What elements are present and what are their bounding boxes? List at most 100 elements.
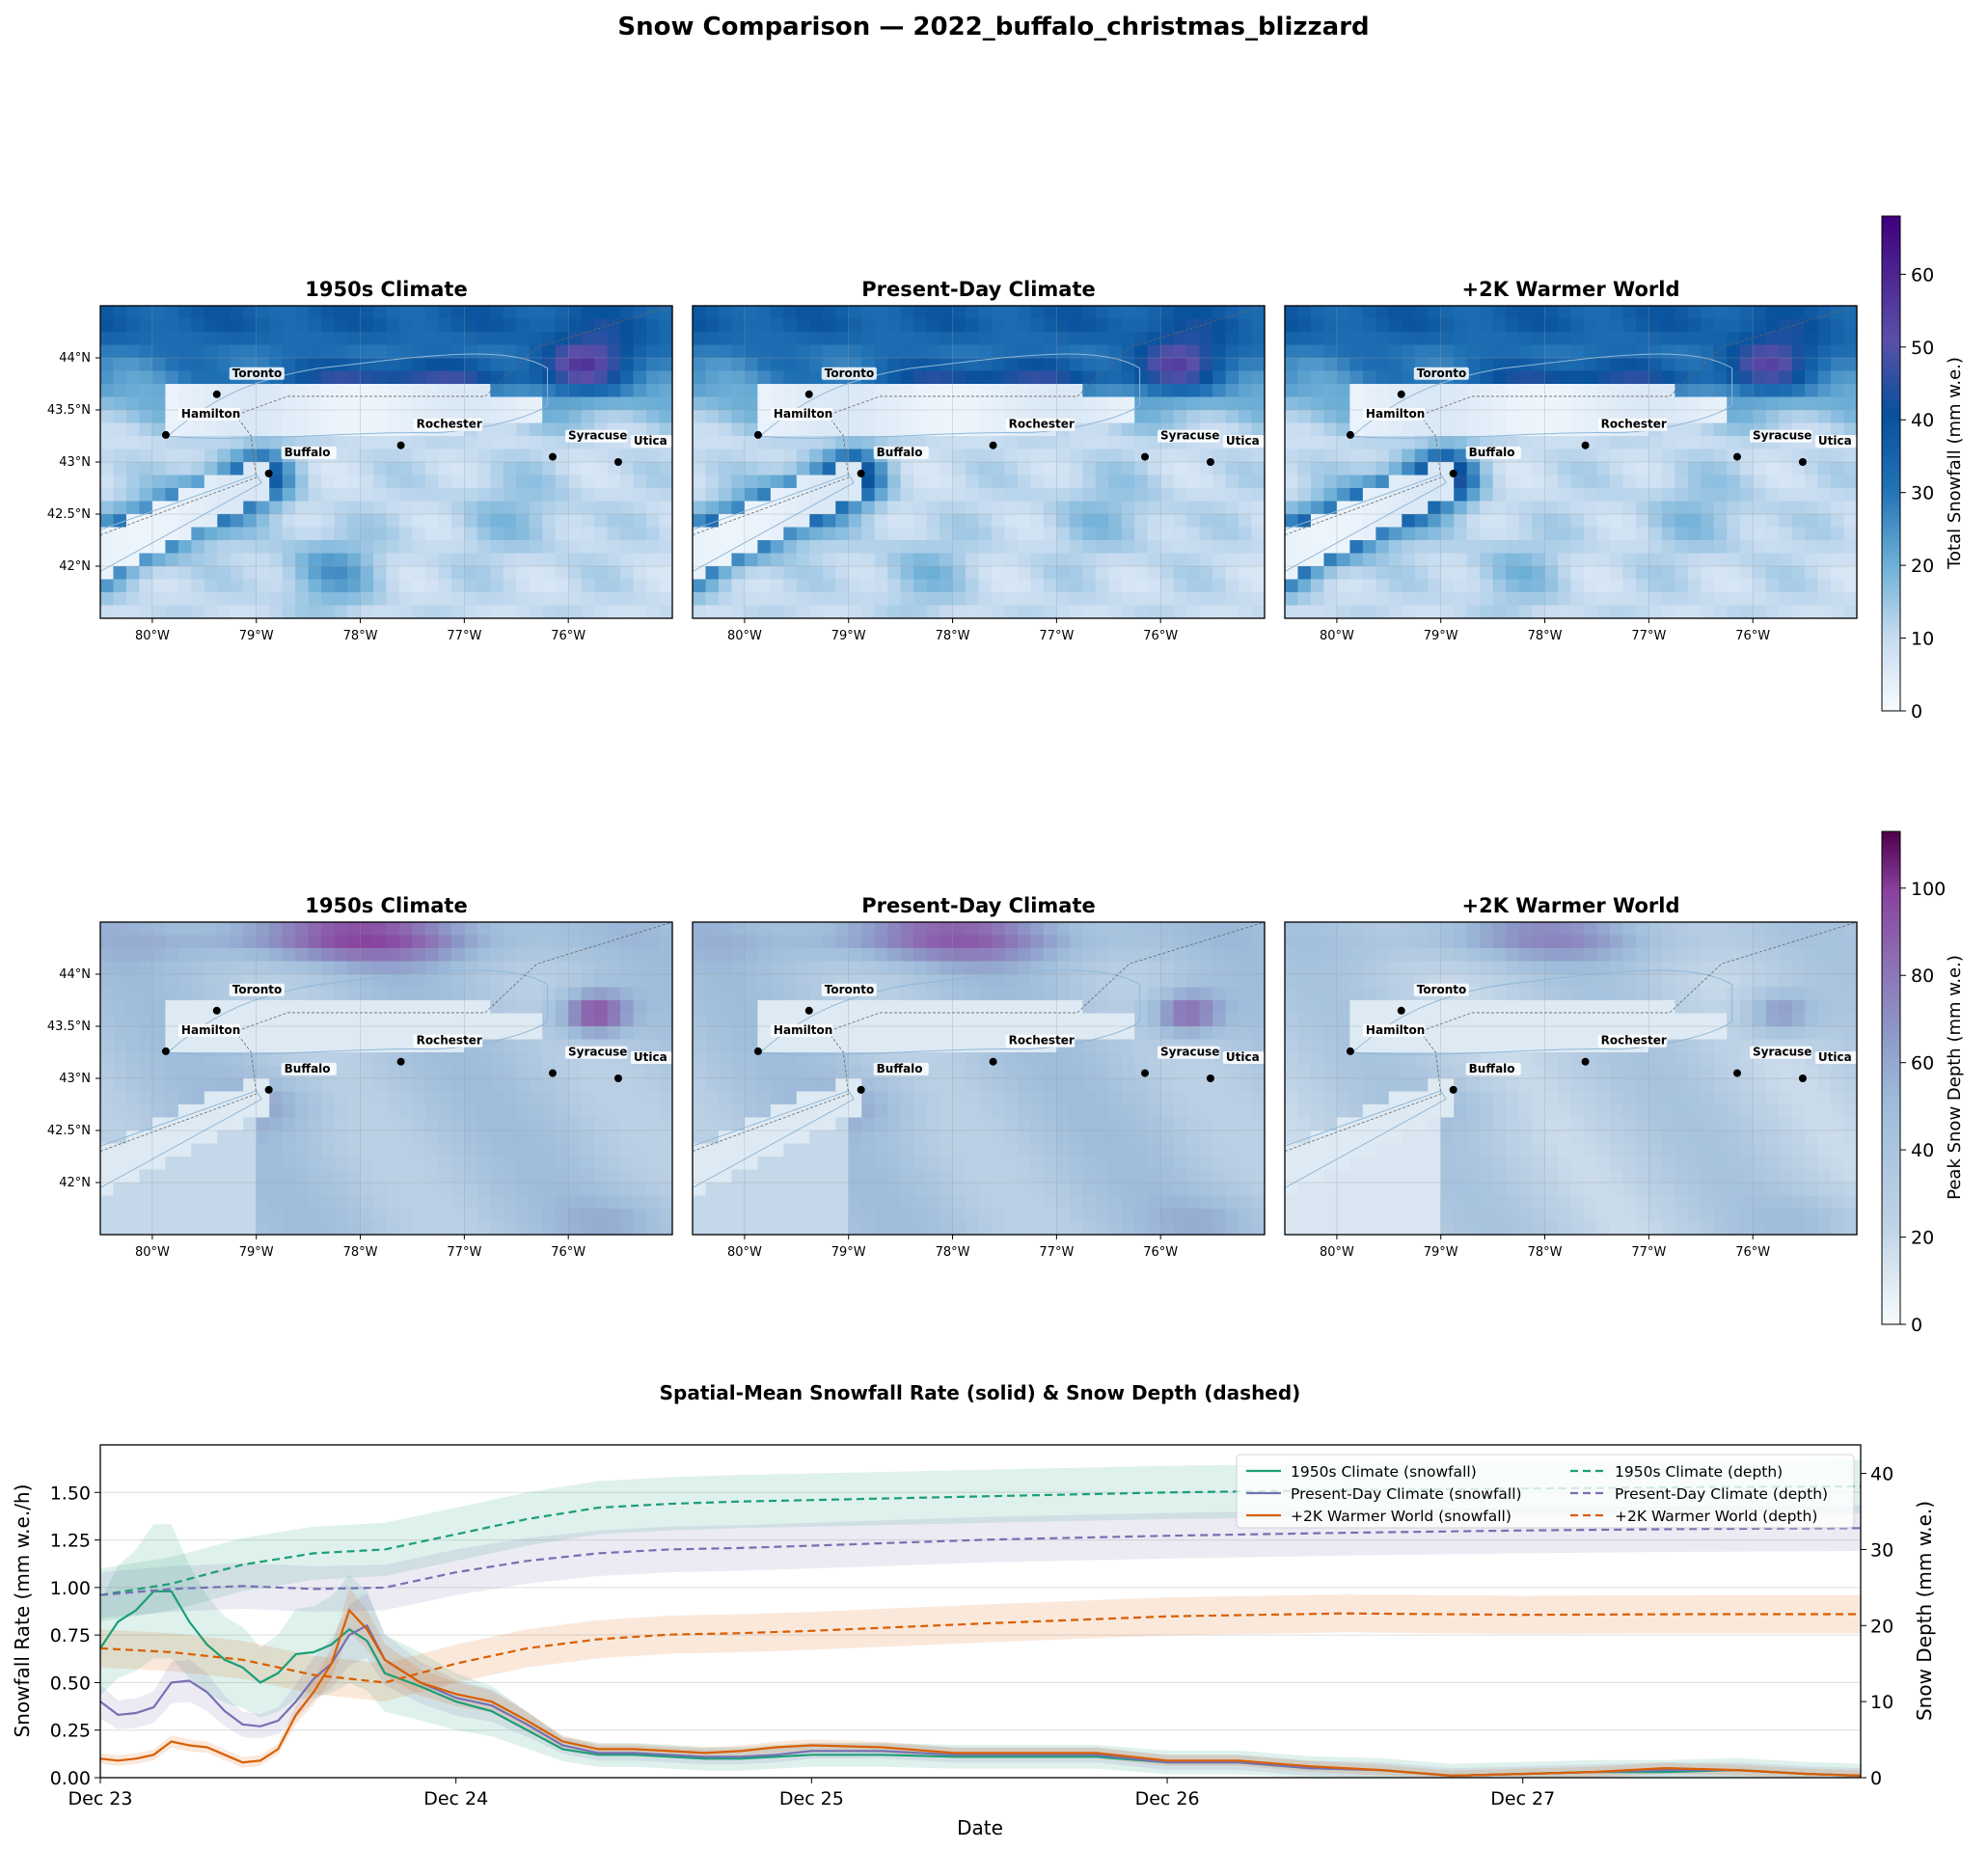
city-label-box bbox=[1157, 1046, 1220, 1059]
lat-tick-label: 42°N bbox=[59, 1176, 91, 1190]
legend-entry: Present-Day Climate (snowfall) bbox=[1291, 1485, 1522, 1503]
city-label-box bbox=[1362, 407, 1426, 421]
lat-tick-label: 43°N bbox=[59, 1072, 91, 1086]
city-label-box bbox=[1005, 1034, 1076, 1047]
city-label-box bbox=[1750, 429, 1812, 443]
us-canada-border bbox=[99, 305, 673, 535]
colorbar-tick-label: 40 bbox=[1911, 410, 1934, 431]
city-marker bbox=[549, 452, 558, 461]
y-tick-label: 0.50 bbox=[50, 1673, 91, 1694]
city-label-box bbox=[770, 407, 833, 421]
y2-tick-label: 30 bbox=[1870, 1539, 1893, 1561]
uncertainty-band bbox=[100, 1588, 1861, 1778]
city-label: Syracuse bbox=[1753, 1046, 1811, 1059]
lon-tick-label: 79°W bbox=[831, 1245, 866, 1260]
depth-map-present: Toronto Hamilton Rochester Buffalo Syracuse U… bbox=[692, 894, 1266, 1260]
x-tick-label: Dec 23 bbox=[68, 1788, 133, 1809]
city-label: Hamilton bbox=[181, 1023, 240, 1037]
panel-title: 1950s Climate bbox=[305, 894, 467, 917]
city-label: Syracuse bbox=[1753, 429, 1811, 443]
colorbar-tick-label: 30 bbox=[1911, 483, 1934, 504]
city-marker bbox=[1733, 452, 1742, 461]
city-label: Hamilton bbox=[1366, 407, 1425, 421]
uncertainty-band bbox=[100, 1594, 1861, 1702]
panel-title: +2K Warmer World bbox=[1462, 894, 1680, 917]
city-label: Buffalo bbox=[285, 1062, 331, 1075]
legend-entry: +2K Warmer World (snowfall) bbox=[1291, 1508, 1511, 1525]
city-marker bbox=[989, 441, 997, 449]
timeseries-lines bbox=[99, 1484, 1862, 1778]
lake-erie-outline bbox=[1284, 1090, 1447, 1188]
snowfall-map-plus2k: Toronto Hamilton Rochester Buffalo Syracuse U… bbox=[1284, 278, 1858, 643]
map-frame bbox=[692, 305, 1266, 619]
city-label-box bbox=[1814, 1051, 1857, 1064]
lon-tick-label: 76°W bbox=[551, 1245, 586, 1260]
city-label-box bbox=[630, 435, 672, 448]
map-frame bbox=[1284, 305, 1858, 619]
legend-box bbox=[1236, 1454, 1855, 1529]
heatmap-cells bbox=[1285, 306, 1858, 619]
legend-entry: 1950s Climate (depth) bbox=[1615, 1463, 1783, 1481]
city-label: Toronto bbox=[1417, 983, 1467, 996]
lon-tick-label: 79°W bbox=[831, 629, 866, 643]
lake-erie-outline bbox=[1284, 474, 1447, 572]
city-label: Hamilton bbox=[1366, 1023, 1425, 1037]
city-marker bbox=[264, 469, 273, 477]
city-label-box bbox=[1413, 983, 1469, 996]
city-label-box bbox=[281, 446, 337, 459]
city-label-box bbox=[177, 407, 241, 421]
city-label: Buffalo bbox=[877, 446, 923, 459]
lon-tick-label: 76°W bbox=[1735, 1245, 1770, 1260]
lat-tick-label: 42°N bbox=[59, 559, 91, 574]
city-label: Rochester bbox=[1009, 418, 1075, 431]
city-label: Buffalo bbox=[1469, 446, 1515, 459]
heatmap-cells bbox=[100, 922, 673, 1236]
lat-tick-label: 44°N bbox=[59, 967, 91, 982]
y-tick-label: 0.00 bbox=[50, 1768, 91, 1789]
lon-tick-label: 78°W bbox=[343, 629, 378, 643]
city-label: Toronto bbox=[232, 983, 283, 996]
lake-erie-outline bbox=[99, 474, 262, 572]
y-tick-label: 1.50 bbox=[50, 1483, 91, 1504]
city-marker bbox=[1798, 1075, 1807, 1082]
lon-tick-label: 78°W bbox=[343, 1245, 378, 1260]
heatmap-cells bbox=[1285, 922, 1858, 1236]
city-label: Rochester bbox=[1601, 418, 1667, 431]
heatmap-cells bbox=[693, 306, 1266, 619]
city-label: Toronto bbox=[825, 367, 875, 380]
lon-tick-label: 77°W bbox=[1631, 629, 1666, 643]
city-marker bbox=[1397, 390, 1405, 398]
us-canada-border bbox=[1284, 305, 1858, 535]
city-label-box bbox=[413, 418, 483, 431]
timeseries-frame bbox=[99, 1444, 1862, 1779]
city-label-box bbox=[1465, 1062, 1521, 1075]
city-label-box bbox=[565, 1046, 628, 1059]
depth-map-plus2k: Toronto Hamilton Rochester Buffalo Syracuse U… bbox=[1284, 894, 1858, 1260]
graticule bbox=[693, 306, 1265, 618]
city-label-box bbox=[873, 446, 929, 459]
lon-tick-label: 78°W bbox=[936, 1245, 970, 1260]
city-marker bbox=[1141, 452, 1150, 461]
lon-tick-label: 79°W bbox=[239, 629, 274, 643]
city-label-box bbox=[1005, 418, 1076, 431]
city-marker bbox=[1141, 1069, 1150, 1077]
lon-tick-label: 77°W bbox=[447, 629, 481, 643]
y2-tick-label: 0 bbox=[1870, 1768, 1882, 1789]
colorbar-tick-label: 20 bbox=[1911, 556, 1934, 577]
city-marker bbox=[1733, 1069, 1742, 1077]
snowfall-map-present: Toronto Hamilton Rochester Buffalo Syracuse U… bbox=[692, 278, 1266, 643]
lat-tick-label: 43°N bbox=[59, 455, 91, 470]
lon-tick-label: 80°W bbox=[1320, 629, 1354, 643]
x-tick-label: Dec 26 bbox=[1135, 1788, 1200, 1809]
city-label: Hamilton bbox=[181, 407, 240, 421]
city-label-box bbox=[1750, 1046, 1812, 1059]
timeseries-left-axis: 0.00 0.25 0.50 0.75 1.00 1.25 1.50 bbox=[50, 1483, 100, 1789]
series-line bbox=[99, 1527, 1862, 1596]
city-label-box bbox=[1597, 418, 1668, 431]
heatmap-cells bbox=[693, 922, 1266, 1236]
city-label-box bbox=[177, 1023, 241, 1037]
map-frame bbox=[1284, 921, 1858, 1236]
lon-tick-label: 76°W bbox=[1143, 629, 1178, 643]
lat-tick-label: 43.5°N bbox=[47, 1020, 91, 1034]
lon-tick-label: 78°W bbox=[936, 629, 970, 643]
